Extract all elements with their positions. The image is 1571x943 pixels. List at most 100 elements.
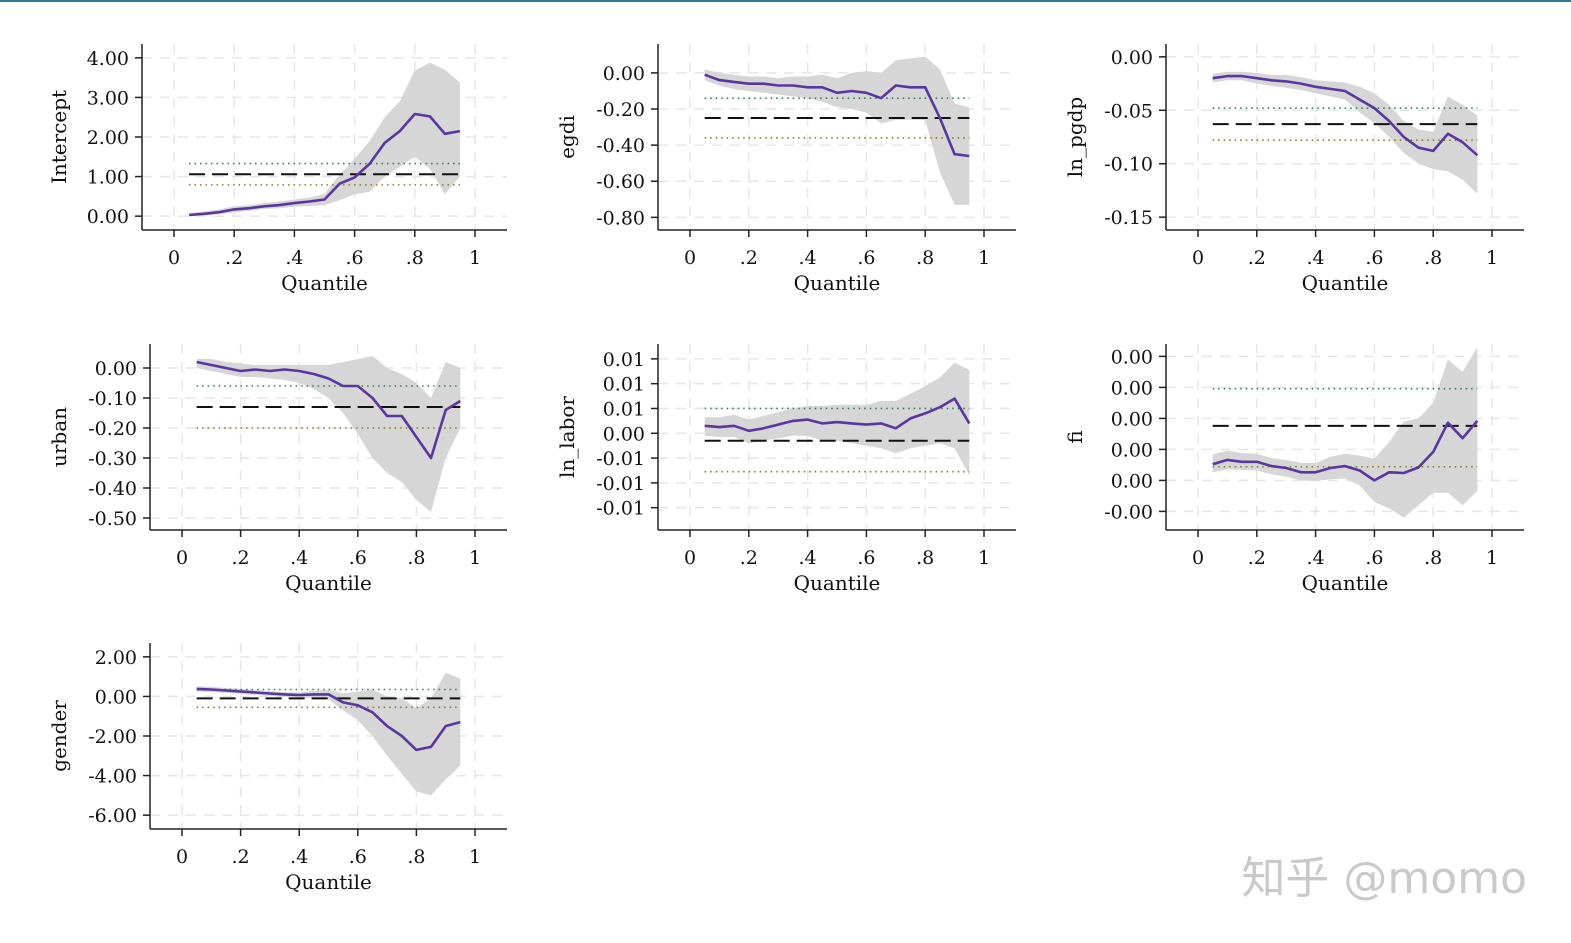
x-tick-label: 1	[1486, 247, 1498, 269]
y-tick-label: -0.60	[596, 171, 645, 193]
x-tick-label: 1	[469, 846, 481, 868]
y-tick-label: 2.00	[95, 647, 137, 669]
y-tick-label: -0.40	[88, 478, 137, 500]
x-axis-title: Quantile	[285, 571, 372, 595]
y-tick-label: -0.20	[88, 418, 137, 440]
x-tick-label: .6	[349, 547, 367, 569]
x-axis-title: Quantile	[794, 571, 881, 595]
x-tick-label: 0	[1192, 547, 1204, 569]
x-tick-label: .6	[1365, 547, 1383, 569]
x-tick-label: 0	[168, 247, 180, 269]
x-tick-label: .2	[232, 547, 250, 569]
x-tick-label: .8	[916, 247, 934, 269]
y-tick-label: -0.10	[88, 388, 137, 410]
y-axis-title: fi	[1063, 430, 1087, 443]
chart-panel-gender: 0 .2 .4 .6 .8 1 2.00 0.00 -2.00 -4.00 -6.00 Quantil…	[47, 643, 507, 894]
y-tick-label: 0.00	[1111, 377, 1153, 399]
x-tick-label: 0	[684, 247, 696, 269]
x-tick-label: .8	[1424, 247, 1442, 269]
x-axis-title: Quantile	[1302, 271, 1389, 295]
y-tick-label: -4.00	[88, 766, 137, 788]
y-tick-label: 0.01	[603, 398, 645, 420]
x-tick-label: .2	[225, 247, 243, 269]
x-tick-label: 0	[684, 547, 696, 569]
y-tick-label: -0.40	[596, 135, 645, 157]
y-axis-title: Intercept	[47, 90, 71, 184]
x-tick-label: 0	[176, 846, 188, 868]
y-tick-label: -6.00	[88, 805, 137, 827]
y-tick-label: -0.01	[596, 473, 645, 495]
x-tick-label: .6	[857, 247, 875, 269]
x-tick-label: .2	[232, 846, 250, 868]
x-tick-label: .8	[407, 547, 425, 569]
y-tick-label: -0.30	[88, 448, 137, 470]
y-tick-label: -0.80	[596, 207, 645, 229]
ci-band	[189, 62, 460, 217]
chart-panel-urban: 0 .2 .4 .6 .8 1 0.00 -0.10 -0.20 -0.30 -0.40 -0.50 Q…	[47, 344, 507, 595]
x-tick-label: .6	[1365, 247, 1383, 269]
x-tick-label: 1	[1486, 547, 1498, 569]
watermark: 知乎 @momo	[1241, 853, 1527, 904]
x-tick-label: .4	[290, 547, 308, 569]
y-tick-label: 2.00	[87, 127, 129, 149]
y-tick-label: 0.00	[95, 686, 137, 708]
y-axis-title: gender	[47, 700, 71, 772]
y-tick-label: -0.01	[596, 448, 645, 470]
y-tick-label: 0.00	[87, 206, 129, 228]
chart-panel-fi: 0 .2 .4 .6 .8 1 0.00 0.00 0.00 0.00 0.00 -0.00 Quant…	[1063, 344, 1524, 595]
chart-panel-ln_labor: 0.2.4.6.8 10.010.010.010.00-0.01-0.01-0.0…	[555, 344, 1016, 595]
y-tick-label: 0.00	[1111, 47, 1153, 69]
chart-panel-egdi: 0 .2 .4 .6 .8 1 0.00 -0.20 -0.40 -0.60 -0.80 Quanti…	[555, 44, 1016, 295]
y-tick-label: 0.01	[603, 349, 645, 371]
y-tick-label: -0.20	[596, 99, 645, 121]
x-tick-label: .6	[346, 247, 364, 269]
x-tick-label: .2	[740, 547, 758, 569]
y-tick-label: 0.00	[95, 358, 137, 380]
y-tick-label: -0.00	[1104, 501, 1153, 523]
ci-band	[1212, 71, 1478, 194]
x-tick-label: .4	[799, 247, 817, 269]
x-tick-label: .6	[857, 547, 875, 569]
y-tick-label: 0.00	[1111, 346, 1153, 368]
x-tick-label: 0	[176, 547, 188, 569]
y-axis-title: ln_pgdp	[1063, 97, 1087, 178]
y-tick-label: -2.00	[88, 726, 137, 748]
x-axis-title: Quantile	[281, 271, 368, 295]
y-tick-label: -0.05	[1104, 100, 1153, 122]
y-tick-label: 1.00	[87, 167, 129, 189]
x-tick-label: 0	[1192, 247, 1204, 269]
y-tick-label: -0.50	[88, 508, 137, 530]
x-tick-label: .2	[1248, 547, 1266, 569]
y-tick-label: 0.01	[603, 374, 645, 396]
chart-panel-ln_pgdp: 0 .2 .4 .6 .8 1 0.00 -0.05 -0.10 -0.15 Quantile ln_…	[1063, 44, 1524, 295]
x-tick-label: 1	[978, 547, 990, 569]
ci-band	[196, 356, 461, 512]
y-tick-label: 0.00	[1111, 470, 1153, 492]
y-tick-label: 4.00	[87, 48, 129, 70]
ci-band	[704, 362, 970, 476]
x-tick-label: .6	[349, 846, 367, 868]
x-tick-label: .2	[740, 247, 758, 269]
x-tick-label: .8	[916, 547, 934, 569]
y-axis-title: egdi	[555, 115, 579, 159]
x-tick-label: .4	[1307, 547, 1325, 569]
x-tick-label: .8	[407, 846, 425, 868]
x-tick-label: .4	[799, 547, 817, 569]
x-tick-label: .8	[406, 247, 424, 269]
x-tick-label: .8	[1424, 547, 1442, 569]
y-tick-label: 0.00	[603, 423, 645, 445]
x-tick-label: .4	[1307, 247, 1325, 269]
y-tick-label: 0.00	[603, 63, 645, 85]
ci-band	[196, 672, 461, 796]
top-rule	[0, 0, 1571, 2]
ci-band	[1212, 347, 1478, 518]
x-tick-label: 1	[469, 247, 481, 269]
x-axis-title: Quantile	[285, 870, 372, 894]
y-axis-title: ln_labor	[555, 396, 579, 478]
x-tick-label: .4	[285, 247, 303, 269]
x-tick-label: .2	[1248, 247, 1266, 269]
ci-band	[704, 56, 970, 205]
y-tick-label: 3.00	[87, 87, 129, 109]
y-tick-label: 0.00	[1111, 408, 1153, 430]
y-tick-label: 0.00	[1111, 439, 1153, 461]
